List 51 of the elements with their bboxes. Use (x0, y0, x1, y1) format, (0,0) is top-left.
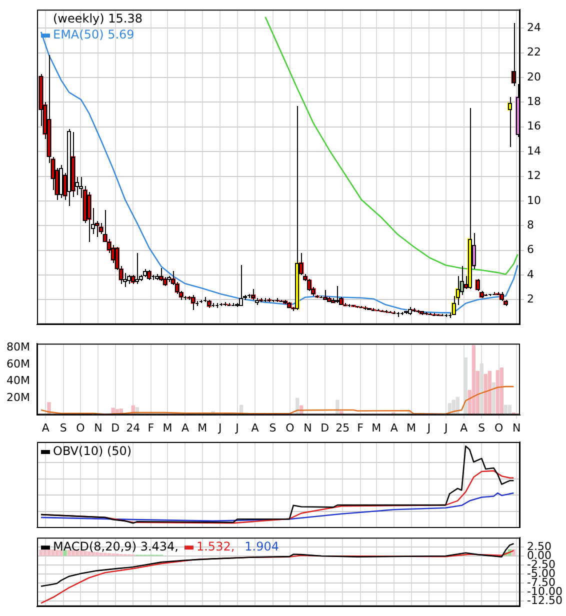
y-tick-label: 80M (6, 340, 30, 354)
x-tick-label: M (198, 421, 208, 434)
y-tick-label: 60M (6, 357, 30, 370)
x-tick-label: 24 (126, 421, 140, 434)
x-tick-label: J (218, 421, 222, 434)
y-tick-label: 40M (6, 374, 30, 388)
x-tick-label: N (94, 421, 102, 434)
y-tick-label: 16 (527, 120, 541, 133)
x-tick-label: F (148, 421, 154, 434)
y-tick-label: 10 (527, 194, 541, 207)
x-tick-label: A (181, 421, 190, 434)
x-tick-label: S (478, 421, 486, 434)
y-tick-label: 8 (527, 218, 534, 232)
x-tick-label: S (269, 421, 276, 434)
x-tick-label: A (42, 421, 50, 434)
y-tick-label: 20M (6, 390, 30, 404)
chart-title: (weekly) 15.38 (53, 12, 142, 26)
y-tick-label: -12.50 (527, 594, 562, 607)
x-tick-label: N (512, 421, 521, 434)
y-tick-label: 18 (527, 95, 541, 108)
x-tick-label: M (372, 421, 382, 434)
x-tick-label: J (426, 421, 431, 434)
x-tick-label: N (304, 421, 312, 434)
y-tick-label: 24 (527, 20, 541, 34)
x-tick-label: O (76, 421, 86, 434)
y-tick-label: 12 (527, 169, 541, 182)
x-tick-label: J (234, 421, 239, 434)
y-tick-label: 14 (527, 144, 541, 158)
y-tick-label: 2 (527, 292, 534, 306)
legend-label: EMA(50) 5.69 (53, 28, 134, 42)
x-tick-label: A (460, 421, 468, 434)
y-tick-label: 4 (527, 268, 534, 281)
y-tick-label: 6 (527, 243, 534, 256)
annotation: 1.904 (244, 540, 280, 554)
x-tick-label: D (111, 421, 120, 434)
x-tick-label: S (60, 421, 67, 434)
legend-label: MACD(8,20,9) 3.434, (53, 540, 178, 554)
x-tick-label: A (390, 421, 398, 434)
legend-label: 1.532, (196, 540, 235, 554)
x-tick-label: J (444, 421, 448, 434)
y-tick-label: 22 (527, 46, 541, 59)
x-tick-label: F (357, 421, 364, 434)
x-tick-label: O (494, 421, 504, 434)
x-tick-label: A (251, 421, 260, 434)
y-tick-label: 20 (527, 70, 541, 84)
x-tick-label: O (286, 421, 295, 434)
x-tick-label: M (162, 421, 172, 434)
x-tick-label: D (320, 421, 330, 434)
legend-label: OBV(10) (50) (53, 444, 132, 458)
x-tick-label: M (406, 421, 416, 434)
x-tick-label: 25 (336, 421, 350, 434)
